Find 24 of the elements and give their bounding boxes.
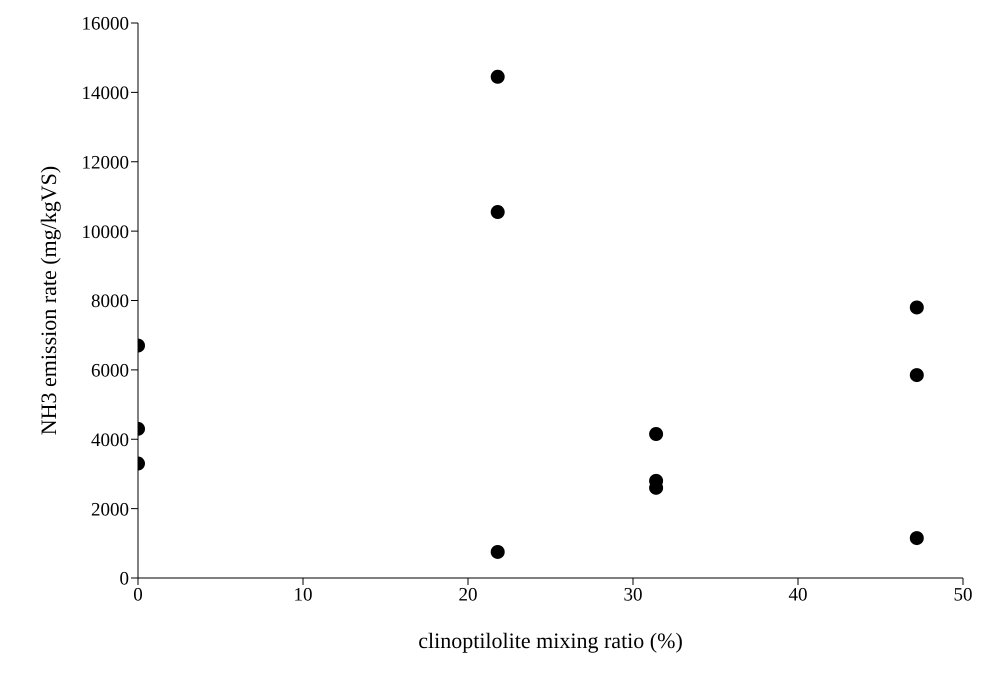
y-axis-title: NH3 emission rate (mg/kgVS) [36,166,61,436]
y-tick-label: 10000 [82,222,129,243]
y-tick-label: 14000 [82,83,129,104]
y-tick-label: 8000 [91,291,129,312]
x-tick-label: 30 [624,584,642,606]
y-tick-label: 4000 [91,430,129,451]
x-tick-label: 10 [294,584,312,606]
x-tick-label: 20 [458,584,478,606]
x-tick-label: 40 [788,584,808,606]
point [490,70,505,84]
x-tick-label: 50 [954,584,972,606]
y-tick-label: 12000 [82,152,129,174]
y-tick-label: 2000 [91,499,129,520]
x-axis-title: clinoptilolite mixing ratio (%) [418,628,683,653]
y-tick-label: 0 [120,568,129,590]
point [910,300,924,314]
x-tick-label: 0 [133,584,143,606]
point [910,531,924,546]
point [490,205,505,220]
y-tick-label: 6000 [91,360,129,382]
point [490,544,505,559]
y-tick-label: 16000 [82,14,129,35]
point [649,427,664,442]
point [910,368,924,382]
